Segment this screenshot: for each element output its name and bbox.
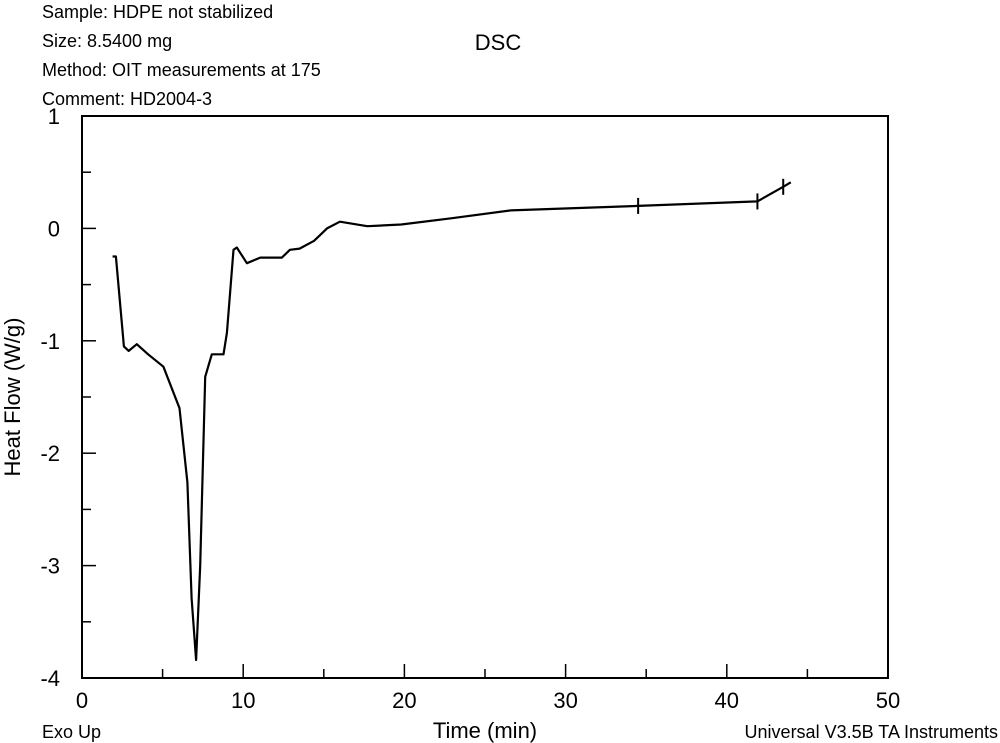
heat-flow-curve (112, 181, 792, 662)
y-tick-label: 1 (48, 104, 60, 129)
x-tick-label: 10 (231, 688, 255, 713)
y-tick-label: -4 (40, 666, 60, 691)
y-tick-label: -2 (40, 441, 60, 466)
chart-title: DSC (475, 30, 522, 55)
comment-label: Comment: HD2004-3 (42, 89, 212, 109)
x-tick-label: 30 (553, 688, 577, 713)
size-label: Size: 8.5400 mg (42, 31, 172, 51)
x-tick-label: 20 (392, 688, 416, 713)
plot-frame (81, 115, 889, 679)
software-label: Universal V3.5B TA Instruments (745, 722, 998, 742)
sample-label: Sample: HDPE not stabilized (42, 2, 273, 22)
x-tick-label: 40 (715, 688, 739, 713)
x-tick-label: 0 (76, 688, 88, 713)
x-axis-label: Time (min) (433, 718, 537, 743)
method-label: Method: OIT measurements at 175 (42, 60, 321, 80)
x-tick-label: 50 (876, 688, 900, 713)
y-tick-label: -3 (40, 554, 60, 579)
y-tick-label: -1 (40, 329, 60, 354)
y-tick-label: 0 (48, 216, 60, 241)
y-axis-label: Heat Flow (W/g) (0, 318, 25, 477)
exo-up-label: Exo Up (42, 722, 101, 742)
